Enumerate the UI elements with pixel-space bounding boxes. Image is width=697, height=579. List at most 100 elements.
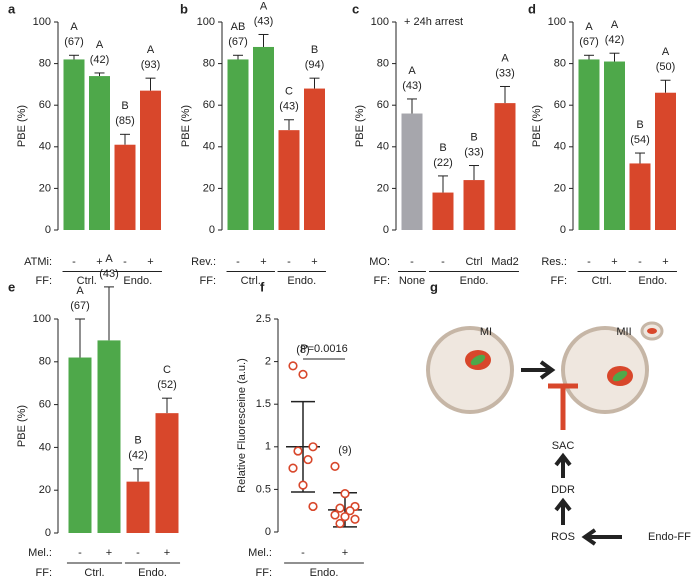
bar: [278, 130, 300, 230]
row-label: ATMi:: [24, 256, 52, 268]
y-axis-label: PBE (%): [354, 105, 366, 147]
significance-letter: A: [260, 0, 268, 12]
group-label: None: [399, 275, 425, 287]
group-label: Endo.: [123, 275, 152, 287]
n-label: (43): [99, 268, 119, 280]
point: [308, 501, 318, 512]
y-tick-label: 60: [39, 399, 51, 411]
group-label: Ctrl.: [241, 275, 261, 287]
arrow: [521, 360, 556, 380]
y-tick-label: 80: [39, 58, 51, 70]
y-tick-label: 20: [39, 182, 51, 194]
significance-letter: A: [96, 39, 104, 51]
panel-label: e: [8, 279, 15, 294]
x-tick-label: -: [410, 256, 414, 268]
y-tick-label: 0: [45, 224, 51, 236]
y-tick-label: 2: [265, 356, 271, 368]
y-tick-label: 40: [377, 141, 389, 153]
n-label: (9): [338, 444, 351, 456]
p-value: P=0.0016: [300, 343, 347, 355]
y-tick-label: 40: [554, 141, 566, 153]
row-label: Res.:: [541, 256, 567, 268]
significance-letter: B: [121, 100, 128, 112]
y-tick-label: 20: [377, 182, 389, 194]
bar: [604, 61, 625, 230]
y-tick-label: 60: [203, 99, 215, 111]
n-label: (42): [605, 34, 625, 46]
x-tick-label: -: [287, 256, 291, 268]
significance-letter: A: [147, 44, 155, 56]
y-tick-label: 60: [39, 99, 51, 111]
x-tick-label: -: [78, 547, 82, 559]
n-label: (93): [141, 59, 161, 71]
y-tick-label: 0: [209, 224, 215, 236]
bar: [629, 163, 651, 230]
group-label: Endo.: [638, 275, 667, 287]
y-tick-label: 0: [45, 527, 51, 539]
x-tick-label: -: [587, 256, 591, 268]
x-tick-label: -: [236, 256, 240, 268]
y-tick-label: 80: [377, 58, 389, 70]
arrow: [581, 528, 622, 546]
bar: [401, 113, 423, 230]
y-tick-label: 20: [554, 182, 566, 194]
significance-letter: A: [76, 285, 84, 297]
n-label: (33): [464, 146, 484, 158]
spindle: [470, 354, 486, 366]
row-label: FF:: [36, 275, 53, 287]
node-label: Endo-FF: [648, 531, 691, 543]
bar: [97, 340, 121, 533]
group-label: Ctrl.: [84, 567, 104, 579]
arrow: [554, 452, 572, 478]
row-label: FF:: [551, 275, 568, 287]
y-tick-label: 1.5: [256, 398, 271, 410]
y-axis-label: PBE (%): [180, 105, 192, 147]
y-tick-label: 40: [203, 141, 215, 153]
x-tick-label: +: [106, 547, 112, 559]
y-tick-label: 100: [33, 313, 51, 325]
oocyte-mii: [561, 326, 649, 414]
y-tick-label: 0: [383, 224, 389, 236]
significance-letter: B: [636, 119, 643, 131]
y-tick-label: 40: [39, 441, 51, 453]
y-tick-label: 100: [33, 16, 51, 28]
point: [335, 518, 345, 529]
n-label: (8): [296, 344, 309, 356]
panel-label: d: [528, 1, 536, 16]
row-label: Rev.:: [191, 256, 216, 268]
significance-letter: A: [585, 21, 593, 33]
n-label: (67): [228, 36, 248, 48]
y-tick-label: 0: [560, 224, 566, 236]
group-label: Ctrl.: [77, 275, 97, 287]
row-label: FF:: [36, 567, 53, 579]
significance-letter: B: [134, 435, 141, 447]
y-tick-label: 2.5: [256, 313, 271, 325]
x-tick-label: +: [260, 256, 266, 268]
node-label: SAC: [552, 440, 575, 452]
point: [330, 510, 340, 520]
row-label: FF:: [256, 567, 273, 579]
bar: [89, 76, 110, 230]
n-label: (52): [157, 379, 177, 391]
node-label: MII: [616, 326, 631, 338]
point: [293, 446, 303, 456]
x-tick-label: Ctrl: [465, 256, 482, 268]
group-label: Endo.: [460, 275, 489, 287]
panel-label: b: [180, 1, 188, 16]
n-label: (42): [128, 450, 148, 462]
significance-letter: AB: [231, 21, 246, 33]
x-tick-label: +: [662, 256, 668, 268]
significance-letter: B: [470, 131, 477, 143]
n-label: (43): [254, 15, 274, 27]
bar: [304, 88, 325, 230]
significance-letter: A: [408, 65, 416, 77]
n-label: (54): [630, 134, 650, 146]
bar: [463, 180, 485, 230]
n-label: (67): [70, 300, 90, 312]
y-tick-label: 80: [554, 58, 566, 70]
x-tick-label: -: [123, 256, 127, 268]
y-tick-label: 40: [39, 141, 51, 153]
diagram-art: [426, 321, 664, 546]
significance-letter: A: [70, 21, 78, 33]
row-label: FF:: [200, 275, 217, 287]
